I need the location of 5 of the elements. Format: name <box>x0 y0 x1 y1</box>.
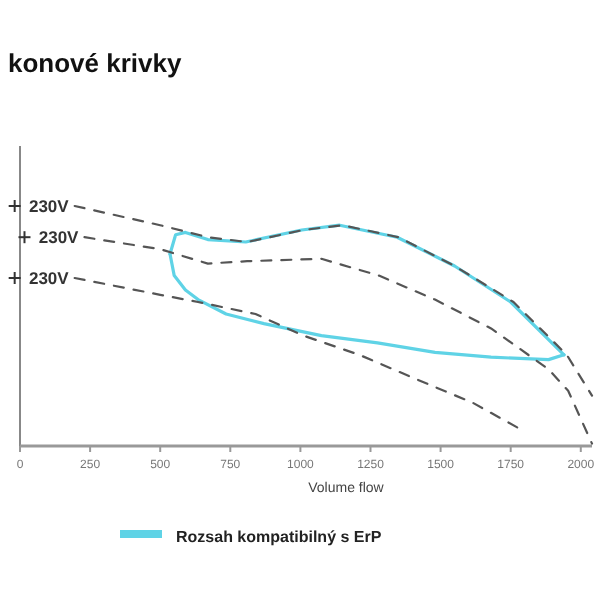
series-label: 230V <box>38 227 80 248</box>
series-label: 230V <box>28 268 70 288</box>
series-label: 230V <box>28 196 70 216</box>
chart-title: konové krivky <box>8 48 183 78</box>
legend-label: Rozsah kompatibilný s ErP <box>176 528 383 546</box>
